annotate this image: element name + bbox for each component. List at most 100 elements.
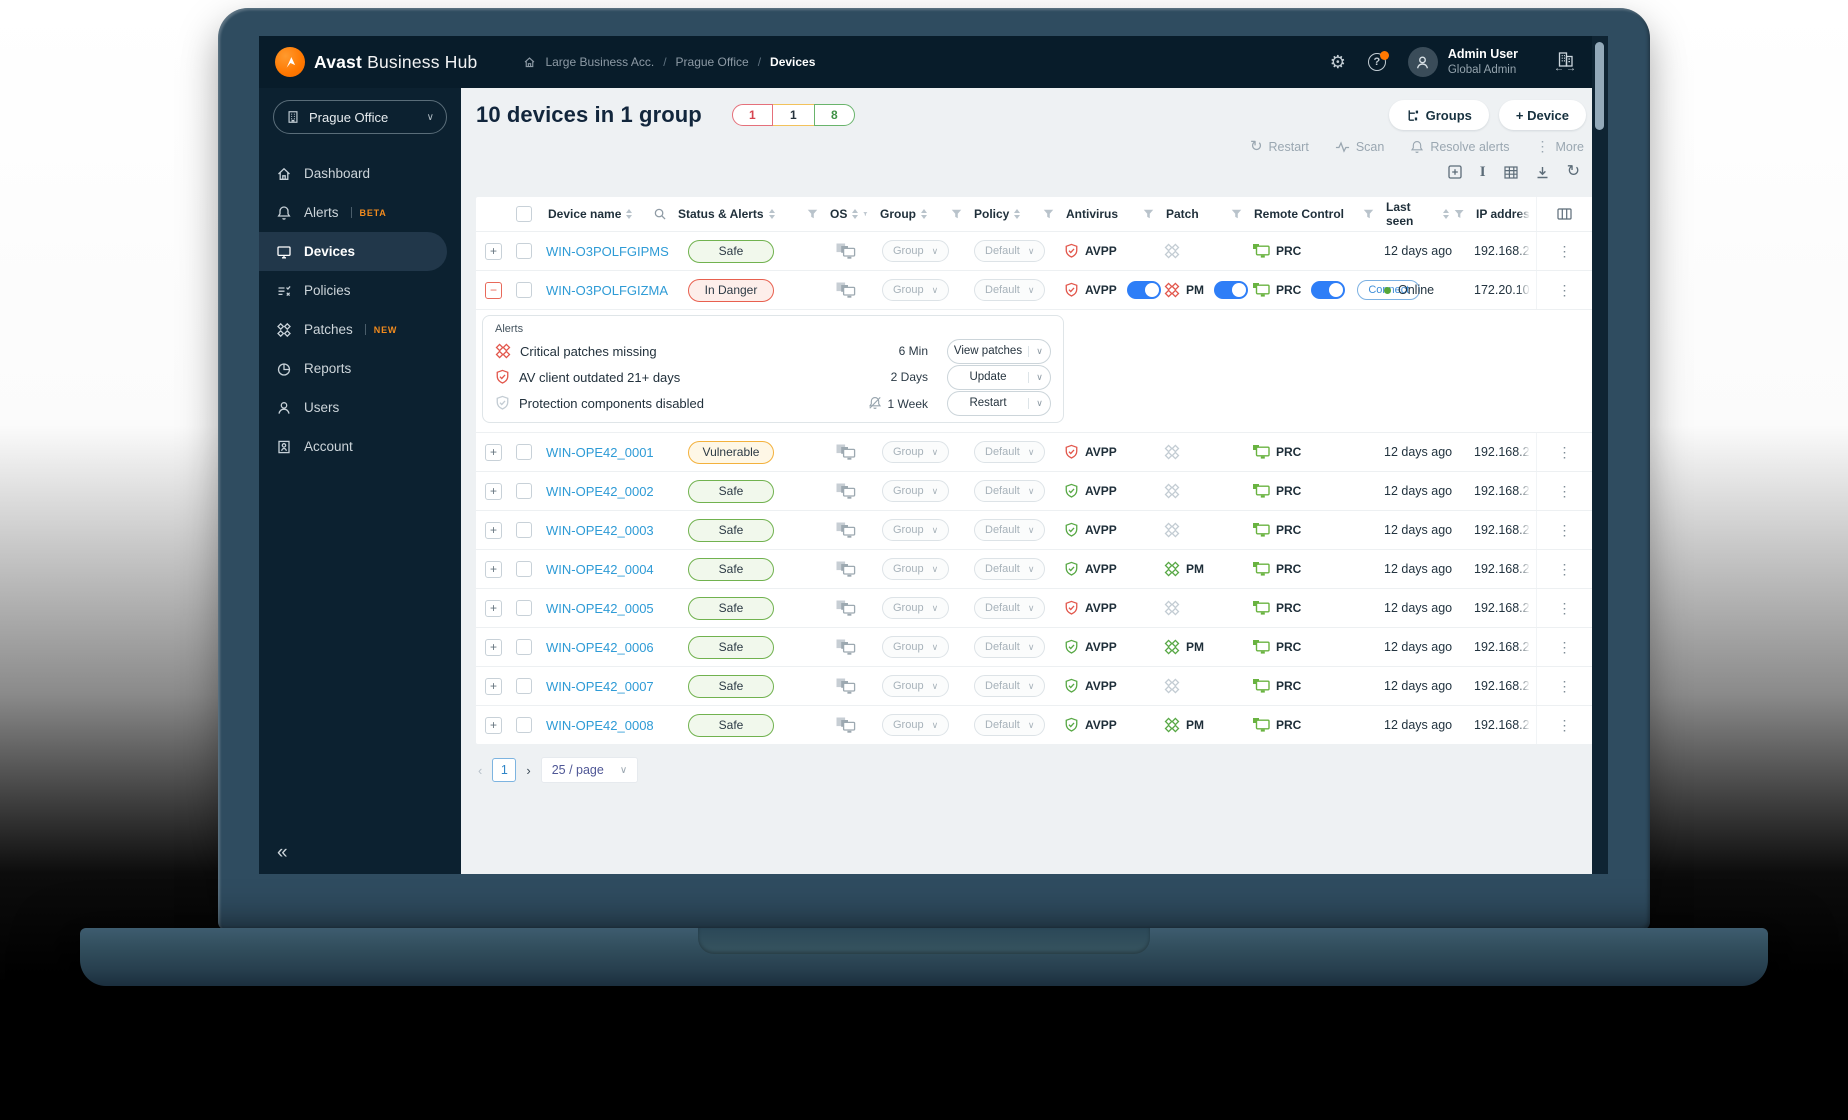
search-icon[interactable] [654,208,666,220]
device-name-link[interactable]: WIN-OPE42_0007 [546,678,654,694]
previous-page-icon[interactable]: ‹ [478,762,483,778]
browser-scrollbar[interactable] [1592,36,1608,874]
bulk-action-resolve-alerts[interactable]: Resolve alerts [1410,139,1510,154]
sort-icon[interactable] [921,209,927,219]
filter-funnel-icon[interactable] [807,209,818,219]
group-select[interactable]: Group ∨ [882,558,950,580]
scrollbar-thumb[interactable] [1595,42,1604,130]
page-number-button[interactable]: 1 [492,758,517,782]
row-checkbox[interactable] [516,243,532,259]
sidebar-item-policies[interactable]: Policies [259,271,447,310]
group-select[interactable]: Group ∨ [882,675,950,697]
row-checkbox[interactable] [516,678,532,694]
group-select[interactable]: Group ∨ [882,636,950,658]
row-actions-kebab-icon[interactable]: ⋮ [1557,599,1572,616]
bulk-action-scan[interactable]: Scan [1335,139,1384,154]
settings-gear-icon[interactable]: ⚙ [1329,52,1346,72]
breadcrumb-site[interactable]: Prague Office [675,55,749,69]
device-name-link[interactable]: WIN-OPE42_0005 [546,600,654,616]
device-name-link[interactable]: WIN-OPE42_0006 [546,639,654,655]
filter-funnel-icon[interactable] [1454,209,1464,219]
remote-control-toggle-on[interactable] [1311,281,1346,299]
alert-action-button[interactable]: Restart ∨ [947,390,1051,416]
expand-row-button[interactable]: + [485,677,502,695]
select-all-checkbox[interactable] [516,206,532,222]
policy-select[interactable]: Default ∨ [974,597,1046,619]
sidebar-item-reports[interactable]: Reports [259,349,447,388]
refresh-icon[interactable]: ↻ [1566,163,1580,180]
column-header-patch[interactable]: Patch [1164,207,1252,221]
sort-icon[interactable] [1442,209,1449,219]
policy-select[interactable]: Default ∨ [974,675,1046,697]
sidebar-item-alerts[interactable]: Alerts BETA [259,193,447,232]
policy-select[interactable]: Default ∨ [974,279,1046,301]
breadcrumb-account[interactable]: Large Business Acc. [545,55,655,69]
text-cursor-icon[interactable]: I [1479,164,1486,180]
filter-funnel-icon[interactable] [1143,209,1154,219]
column-header-group[interactable]: Group [878,207,972,221]
row-checkbox[interactable] [516,444,532,460]
row-actions-kebab-icon[interactable]: ⋮ [1557,638,1572,655]
group-select[interactable]: Group ∨ [882,519,950,541]
alert-action-button[interactable]: Update ∨ [947,364,1051,390]
expand-row-button[interactable]: + [485,638,502,656]
column-header-antivirus[interactable]: Antivirus [1064,207,1164,221]
column-header-policy[interactable]: Policy [972,207,1064,221]
user-menu[interactable]: Admin User Global Admin [1407,47,1518,77]
filter-funnel-icon[interactable] [863,209,868,219]
device-name-link[interactable]: WIN-OPE42_0004 [546,561,654,577]
row-actions-kebab-icon[interactable]: ⋮ [1557,677,1572,694]
row-actions-kebab-icon[interactable]: ⋮ [1557,521,1572,538]
filter-funnel-icon[interactable] [951,209,962,219]
row-checkbox[interactable] [516,717,532,733]
group-select[interactable]: Group ∨ [882,597,950,619]
expand-row-button[interactable]: + [485,716,502,734]
filter-funnel-icon[interactable] [1043,209,1054,219]
group-select[interactable]: Group ∨ [882,480,950,502]
antivirus-toggle-on[interactable] [1126,281,1161,299]
site-selector[interactable]: Prague Office ∨ [273,100,447,134]
sort-icon[interactable] [768,209,775,219]
home-icon[interactable] [523,56,536,69]
sort-icon[interactable] [852,209,859,219]
collapse-row-button[interactable]: − [485,281,502,299]
policy-select[interactable]: Default ∨ [974,519,1046,541]
bulk-action-more[interactable]: ⋮ More [1535,138,1584,154]
page-size-select[interactable]: 25 / page ∨ [540,757,639,783]
alert-action-button[interactable]: View patches ∨ [947,338,1051,364]
expand-row-button[interactable]: + [485,599,502,617]
filter-funnel-icon[interactable] [1363,209,1374,219]
row-actions-kebab-icon[interactable]: ⋮ [1557,242,1572,259]
expand-row-button[interactable]: + [485,521,502,539]
row-actions-kebab-icon[interactable]: ⋮ [1557,482,1572,499]
row-checkbox[interactable] [516,639,532,655]
row-checkbox[interactable] [516,600,532,616]
row-actions-kebab-icon[interactable]: ⋮ [1557,281,1572,298]
row-checkbox[interactable] [516,522,532,538]
group-select[interactable]: Group ∨ [882,714,950,736]
group-select[interactable]: Group ∨ [882,240,950,262]
policy-select[interactable]: Default ∨ [974,441,1046,463]
policy-select[interactable]: Default ∨ [974,714,1046,736]
row-actions-kebab-icon[interactable]: ⋮ [1557,716,1572,733]
filter-funnel-icon[interactable] [1231,209,1242,219]
row-checkbox[interactable] [516,282,532,298]
device-name-link[interactable]: WIN-OPE42_0003 [546,522,654,538]
device-name-link[interactable]: WIN-O3POLFGIPMS [546,243,669,259]
sort-icon[interactable] [626,209,633,219]
bulk-action-restart[interactable]: ↻ Restart [1249,138,1309,155]
group-select[interactable]: Group ∨ [882,279,950,301]
next-page-icon[interactable]: › [526,762,531,778]
row-checkbox[interactable] [516,483,532,499]
device-name-link[interactable]: WIN-OPE42_0001 [546,444,654,460]
policy-select[interactable]: Default ∨ [974,240,1046,262]
column-header-device-name[interactable]: Device name [546,207,676,221]
group-select[interactable]: Group ∨ [882,441,950,463]
row-actions-kebab-icon[interactable]: ⋮ [1557,443,1572,460]
row-actions-kebab-icon[interactable]: ⋮ [1557,560,1572,577]
groups-button[interactable]: Groups [1388,100,1489,130]
sidebar-item-account[interactable]: Account [259,427,447,466]
device-name-link[interactable]: WIN-O3POLFGIZMA [546,282,669,298]
help-icon[interactable]: ? [1367,51,1389,71]
sidebar-item-users[interactable]: Users [259,388,447,427]
